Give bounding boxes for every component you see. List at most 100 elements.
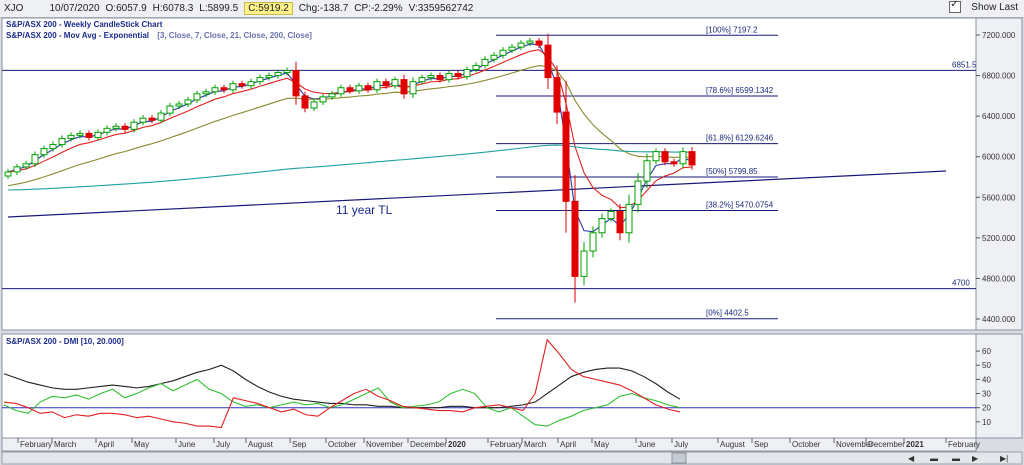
plus-di-line — [3, 378, 681, 427]
candle-down — [346, 87, 354, 92]
candle-up — [607, 210, 615, 220]
scroll-right-arrow-icon[interactable]: ▶ — [972, 454, 979, 463]
candle-up — [193, 93, 201, 101]
candle-up — [166, 105, 174, 114]
price-axis — [975, 17, 1023, 331]
candle-up — [13, 166, 21, 173]
candle-up — [283, 70, 291, 74]
change-pct-label: CP:-2.29% — [354, 3, 403, 14]
chart-title: S&P/ASX 200 - Weekly CandleStick Chart — [6, 20, 163, 29]
time-tick-label: December — [410, 440, 447, 449]
price-tick-label: 4800.000 — [982, 274, 1016, 283]
svg-text:S&P/ASX 200 - Mov Avg - Expone: S&P/ASX 200 - Mov Avg - Exponential [3, … — [6, 31, 312, 40]
candle-up — [139, 117, 147, 123]
candle-up — [445, 73, 453, 81]
fib-level-label: [100%] 7197.2 — [706, 25, 758, 34]
candle-up — [373, 81, 381, 91]
candle-up — [256, 77, 264, 83]
candle-up — [490, 54, 498, 60]
ma-legend-name: S&P/ASX 200 - Mov Avg - Exponential — [6, 31, 149, 40]
candle-down — [544, 44, 552, 79]
dmi-tick-label: 20 — [982, 404, 991, 413]
time-tick-label: July — [216, 440, 230, 449]
candle-down — [364, 85, 372, 91]
fib-level-label: [50%] 5799.85 — [706, 167, 758, 176]
fib-level-label: [78.6%] 6599.1342 — [706, 86, 774, 95]
time-tick-label: March — [54, 440, 76, 449]
show-last-label: Show Last — [971, 1, 1018, 13]
candle-up — [175, 103, 183, 107]
candle-up — [643, 160, 651, 182]
candle-up — [481, 58, 489, 66]
close-label: C:5919.2 — [244, 2, 293, 15]
candle-down — [571, 200, 579, 277]
candle-up — [211, 87, 219, 93]
candle-up — [418, 77, 426, 83]
ema-21-line — [7, 65, 693, 187]
show-last-toggle[interactable]: Show Last — [949, 0, 1018, 13]
candle-up — [526, 40, 534, 44]
time-tick-label: June — [178, 440, 196, 449]
candle-up — [265, 75, 273, 79]
dmi-axis — [975, 333, 1023, 439]
candle-up — [598, 218, 606, 234]
change-label: Chg:-138.7 — [298, 3, 349, 14]
symbol-label: XJO — [4, 3, 24, 14]
candle-down — [562, 111, 570, 202]
candle-up — [112, 125, 120, 129]
dmi-tick-label: 40 — [982, 375, 991, 384]
horizontal-scrollbar[interactable] — [1, 451, 1023, 465]
ma-legend-params: [3, Close, 7, Close, 21, Close, 200, Clo… — [157, 31, 312, 40]
time-tick-label: Sep — [754, 440, 769, 449]
candle-up — [472, 64, 480, 70]
low-label: L:5899.5 — [199, 3, 239, 14]
candle-down — [400, 79, 408, 95]
time-tick-label: February — [490, 440, 522, 449]
candle-down — [436, 75, 444, 81]
candle-up — [229, 83, 237, 91]
candle-up — [319, 96, 327, 103]
candle-up — [679, 151, 687, 165]
candle-up — [589, 232, 597, 252]
candle-down — [670, 161, 678, 165]
level-label: 6851.5 — [952, 60, 977, 69]
scrollbar-thumb[interactable] — [671, 452, 687, 464]
candle-up — [517, 42, 525, 48]
candle-up — [94, 131, 102, 138]
candle-down — [85, 132, 93, 138]
zoom-out-icon[interactable]: ▬ — [930, 454, 938, 463]
candle-up — [40, 148, 48, 156]
candle-up — [22, 163, 30, 168]
candle-up — [76, 132, 84, 136]
dmi-title: S&P/ASX 200 - DMI [10, 20.000] — [6, 337, 124, 346]
time-tick-label: October — [792, 440, 821, 449]
minus-di-line — [3, 338, 681, 429]
candle-up — [157, 112, 165, 121]
price-tick-label: 6000.000 — [982, 153, 1016, 162]
show-last-checkbox[interactable] — [949, 0, 962, 13]
candle-up — [4, 171, 12, 177]
candle-down — [688, 151, 696, 166]
time-tick-label: February — [20, 440, 52, 449]
candle-down — [454, 73, 462, 78]
candle-down — [292, 70, 300, 97]
scroll-end-icon[interactable]: ▶| — [1000, 454, 1008, 463]
candle-up — [463, 68, 471, 78]
time-tick-label: June — [638, 440, 656, 449]
level-label: 4700 — [952, 279, 970, 288]
dmi-tick-label: 10 — [982, 418, 991, 427]
time-tick-label: July — [674, 440, 688, 449]
time-tick-label: March — [524, 440, 546, 449]
zoom-in-icon[interactable]: ▬ — [952, 454, 960, 463]
candle-up — [310, 101, 318, 109]
scroll-left-arrow-icon[interactable]: ◀ — [908, 454, 915, 463]
time-tick-label: 2020 — [448, 440, 466, 449]
date-label: 10/07/2020 — [49, 3, 100, 14]
candle-up — [328, 93, 336, 98]
candle-up — [274, 72, 282, 77]
time-tick-label: Sep — [292, 440, 307, 449]
candle-up — [652, 151, 660, 162]
candle-up — [499, 49, 507, 56]
dmi-tick-label: 30 — [982, 390, 991, 399]
